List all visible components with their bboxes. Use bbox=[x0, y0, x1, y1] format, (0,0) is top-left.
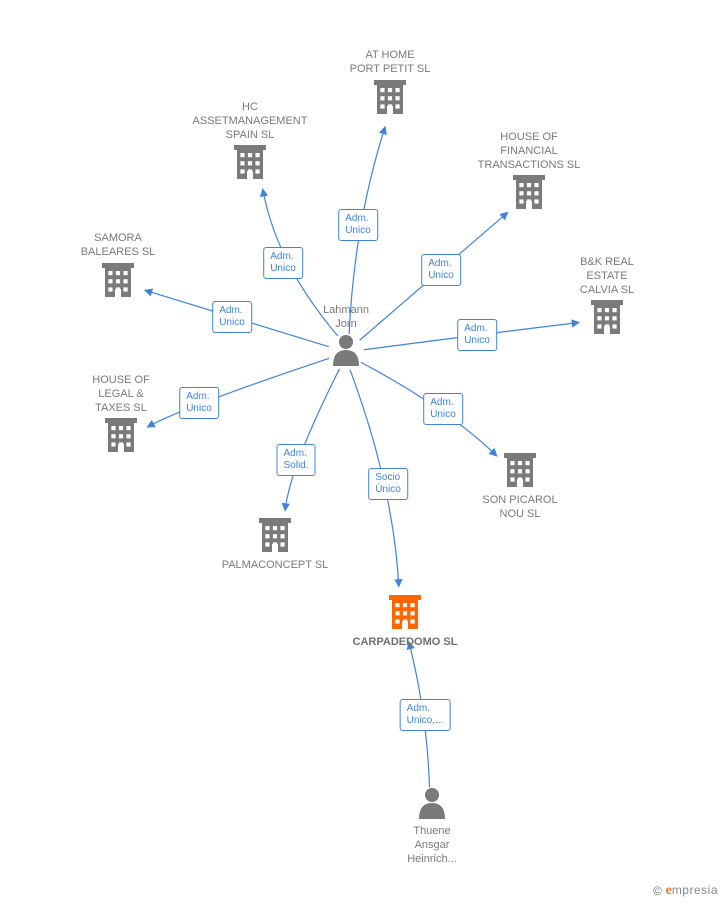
copyright-footer: © empresia bbox=[653, 883, 718, 899]
person-node[interactable] bbox=[333, 335, 359, 366]
company-node[interactable] bbox=[259, 518, 291, 552]
relationship-edge bbox=[285, 369, 340, 511]
company-node[interactable] bbox=[389, 595, 421, 629]
network-diagram bbox=[0, 0, 728, 905]
company-node[interactable] bbox=[374, 80, 406, 114]
company-node[interactable] bbox=[105, 418, 137, 452]
relationship-edge bbox=[350, 370, 399, 587]
company-node[interactable] bbox=[513, 175, 545, 209]
company-node[interactable] bbox=[102, 263, 134, 297]
company-node[interactable] bbox=[234, 145, 266, 179]
relationship-edge bbox=[263, 189, 338, 336]
person-node[interactable] bbox=[419, 788, 445, 819]
relationship-edge bbox=[360, 212, 508, 340]
empresia-logo: empresia bbox=[666, 883, 718, 899]
relationship-edge bbox=[364, 323, 579, 350]
company-node[interactable] bbox=[591, 300, 623, 334]
relationship-edge bbox=[349, 127, 385, 335]
relationship-edge bbox=[147, 358, 329, 427]
relationship-edge bbox=[361, 362, 497, 456]
relationship-edge bbox=[409, 642, 430, 787]
copyright-symbol: © bbox=[653, 884, 662, 898]
company-node[interactable] bbox=[504, 453, 536, 487]
relationship-edge bbox=[145, 290, 329, 346]
